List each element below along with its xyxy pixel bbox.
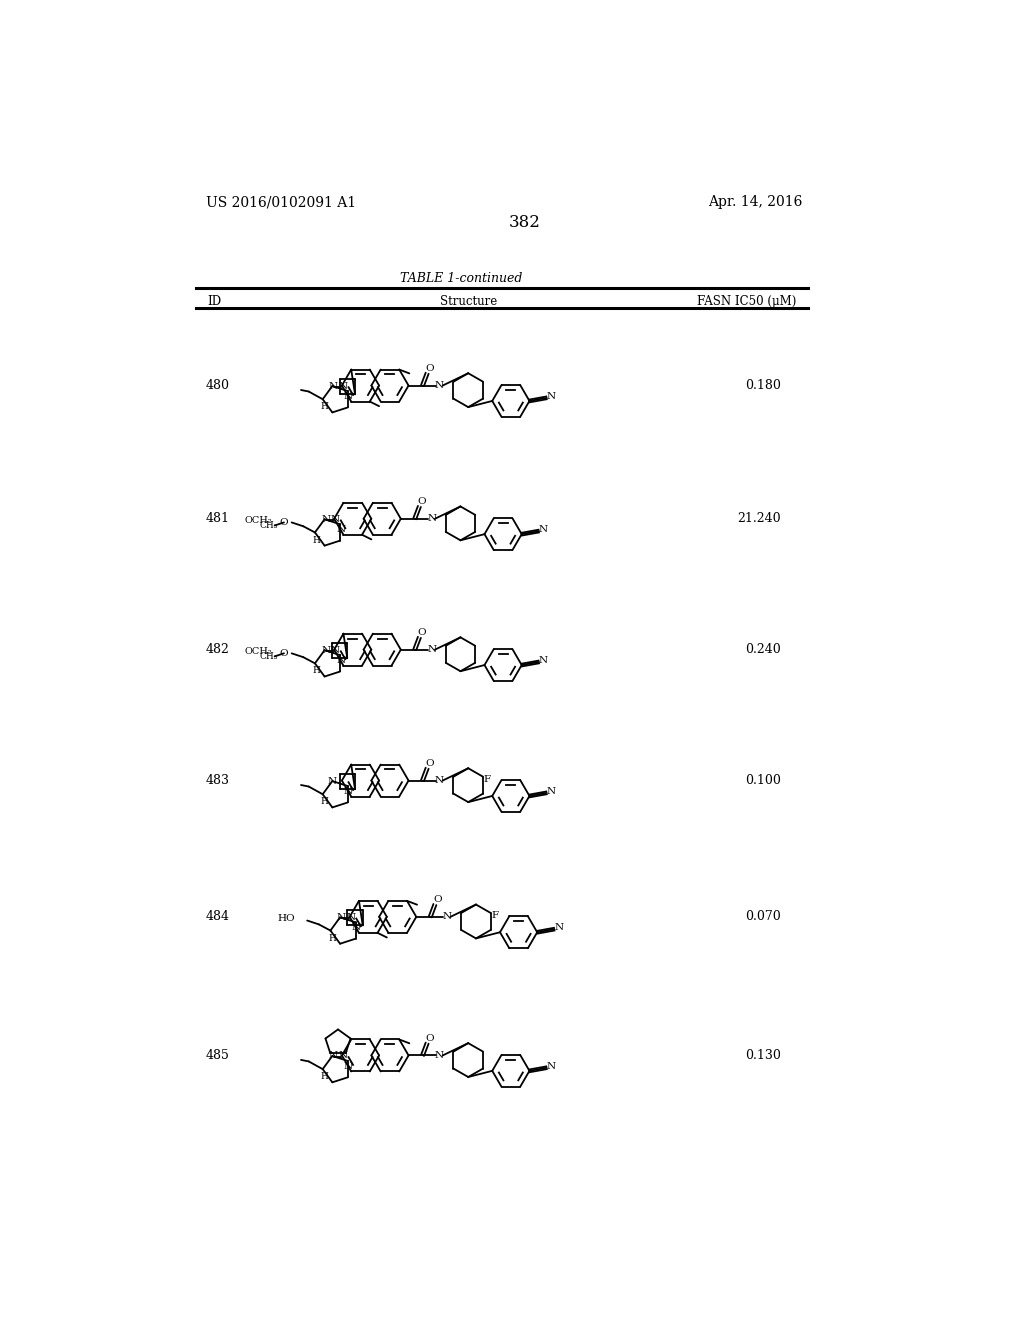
Text: N: N — [331, 515, 340, 524]
Text: N: N — [336, 656, 345, 665]
Text: N: N — [344, 1061, 353, 1071]
Text: 483: 483 — [206, 774, 229, 787]
Text: N: N — [346, 913, 355, 921]
Text: F: F — [492, 911, 498, 920]
Text: N: N — [344, 392, 353, 401]
Text: O: O — [425, 364, 434, 374]
Text: H: H — [313, 536, 321, 545]
Text: N: N — [442, 912, 452, 921]
Text: HO: HO — [278, 915, 296, 924]
Text: N: N — [322, 645, 331, 655]
Text: Apr. 14, 2016: Apr. 14, 2016 — [708, 195, 802, 210]
Text: CH₃: CH₃ — [259, 652, 278, 661]
Text: OCH₂: OCH₂ — [245, 516, 272, 525]
Text: 0.100: 0.100 — [744, 774, 780, 787]
Text: N: N — [427, 645, 436, 655]
Text: O: O — [425, 759, 434, 768]
Text: N: N — [539, 656, 548, 665]
Text: O: O — [280, 649, 289, 657]
Text: N: N — [322, 515, 331, 524]
Text: N: N — [547, 1061, 556, 1071]
Text: 0.130: 0.130 — [744, 1049, 780, 1063]
Text: O: O — [433, 895, 441, 904]
Text: 0.240: 0.240 — [744, 643, 780, 656]
Text: TABLE 1-continued: TABLE 1-continued — [400, 272, 522, 285]
Text: 485: 485 — [206, 1049, 229, 1063]
Text: OCH₂: OCH₂ — [245, 647, 272, 656]
Text: H: H — [321, 1072, 329, 1081]
Text: 484: 484 — [206, 911, 229, 924]
Text: N: N — [338, 1052, 347, 1060]
Text: ID: ID — [208, 294, 222, 308]
Text: 0.180: 0.180 — [744, 379, 780, 392]
Text: N: N — [329, 1052, 338, 1060]
Text: H: H — [321, 797, 329, 807]
Text: CH₃: CH₃ — [259, 521, 278, 531]
Text: N: N — [427, 515, 436, 523]
Text: N: N — [336, 525, 345, 535]
Text: N: N — [329, 381, 338, 391]
Text: 21.240: 21.240 — [737, 512, 780, 525]
Text: O: O — [425, 1034, 434, 1043]
Text: N: N — [351, 923, 360, 932]
Text: 481: 481 — [206, 512, 229, 525]
Text: 482: 482 — [206, 643, 229, 656]
Text: H: H — [329, 933, 336, 942]
Text: US 2016/0102091 A1: US 2016/0102091 A1 — [206, 195, 355, 210]
Text: O: O — [418, 498, 426, 507]
Text: 480: 480 — [206, 379, 229, 392]
Text: 0.070: 0.070 — [744, 911, 780, 924]
Text: N: N — [331, 645, 340, 655]
Text: N: N — [435, 381, 444, 389]
Text: N: N — [435, 776, 444, 785]
Text: N: N — [547, 392, 556, 401]
Text: N: N — [539, 525, 548, 535]
Text: N: N — [554, 923, 563, 932]
Text: Structure: Structure — [440, 294, 498, 308]
Text: N: N — [338, 381, 347, 391]
Text: H: H — [321, 403, 329, 412]
Text: O: O — [280, 517, 289, 527]
Text: 382: 382 — [509, 214, 541, 231]
Text: N: N — [547, 787, 556, 796]
Text: H: H — [313, 667, 321, 676]
Text: F: F — [483, 775, 490, 784]
Text: N: N — [344, 787, 353, 796]
Text: N: N — [435, 1051, 444, 1060]
Text: O: O — [418, 628, 426, 638]
Text: N: N — [337, 913, 346, 921]
Text: FASN IC50 (μM): FASN IC50 (μM) — [696, 294, 796, 308]
Text: N: N — [328, 777, 337, 787]
